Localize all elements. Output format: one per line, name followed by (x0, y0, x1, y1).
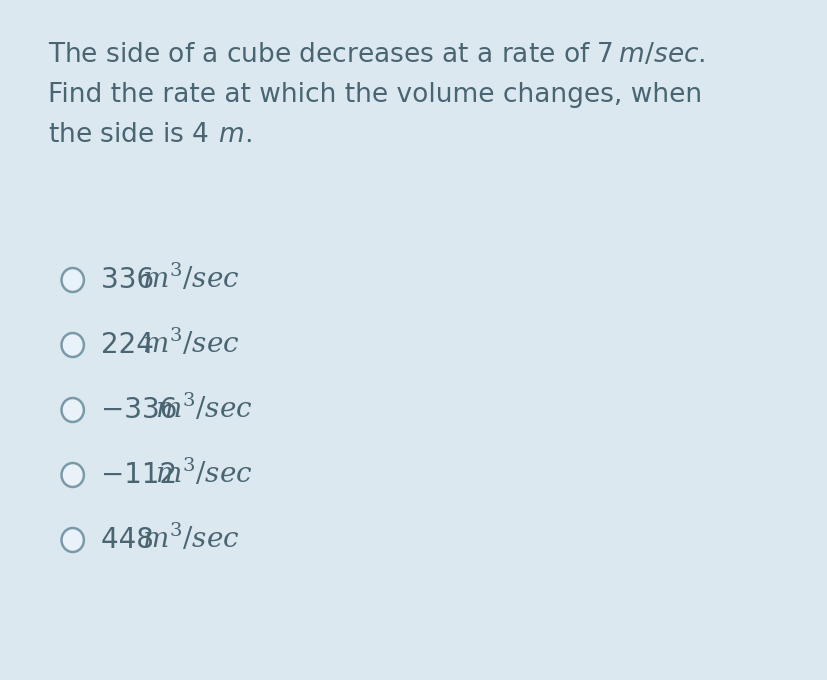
Text: Find the rate at which the volume changes, when: Find the rate at which the volume change… (49, 82, 702, 108)
Text: 448: 448 (101, 526, 159, 554)
Text: $\mathit{m}^3\mathit{/sec}$: $\mathit{m}^3\mathit{/sec}$ (142, 327, 240, 358)
Circle shape (61, 333, 84, 357)
Text: $\mathit{m}^3\mathit{/sec}$: $\mathit{m}^3\mathit{/sec}$ (155, 458, 252, 489)
Text: −112: −112 (101, 461, 182, 489)
Circle shape (61, 268, 84, 292)
Circle shape (61, 528, 84, 552)
Text: 336: 336 (101, 266, 159, 294)
Text: $\mathit{m}^3\mathit{/sec}$: $\mathit{m}^3\mathit{/sec}$ (155, 392, 252, 424)
Text: $\mathit{m}^3\mathit{/sec}$: $\mathit{m}^3\mathit{/sec}$ (142, 522, 240, 554)
Circle shape (61, 463, 84, 487)
Text: −336: −336 (101, 396, 182, 424)
Text: 224: 224 (101, 331, 159, 359)
Text: $\mathit{m}^3\mathit{/sec}$: $\mathit{m}^3\mathit{/sec}$ (142, 262, 240, 294)
Text: the side is 4  $\mathit{m}$.: the side is 4 $\mathit{m}$. (49, 122, 252, 148)
Text: The side of a cube decreases at a rate of 7 $\mathit{m/sec}$.: The side of a cube decreases at a rate o… (49, 42, 705, 68)
Circle shape (61, 398, 84, 422)
